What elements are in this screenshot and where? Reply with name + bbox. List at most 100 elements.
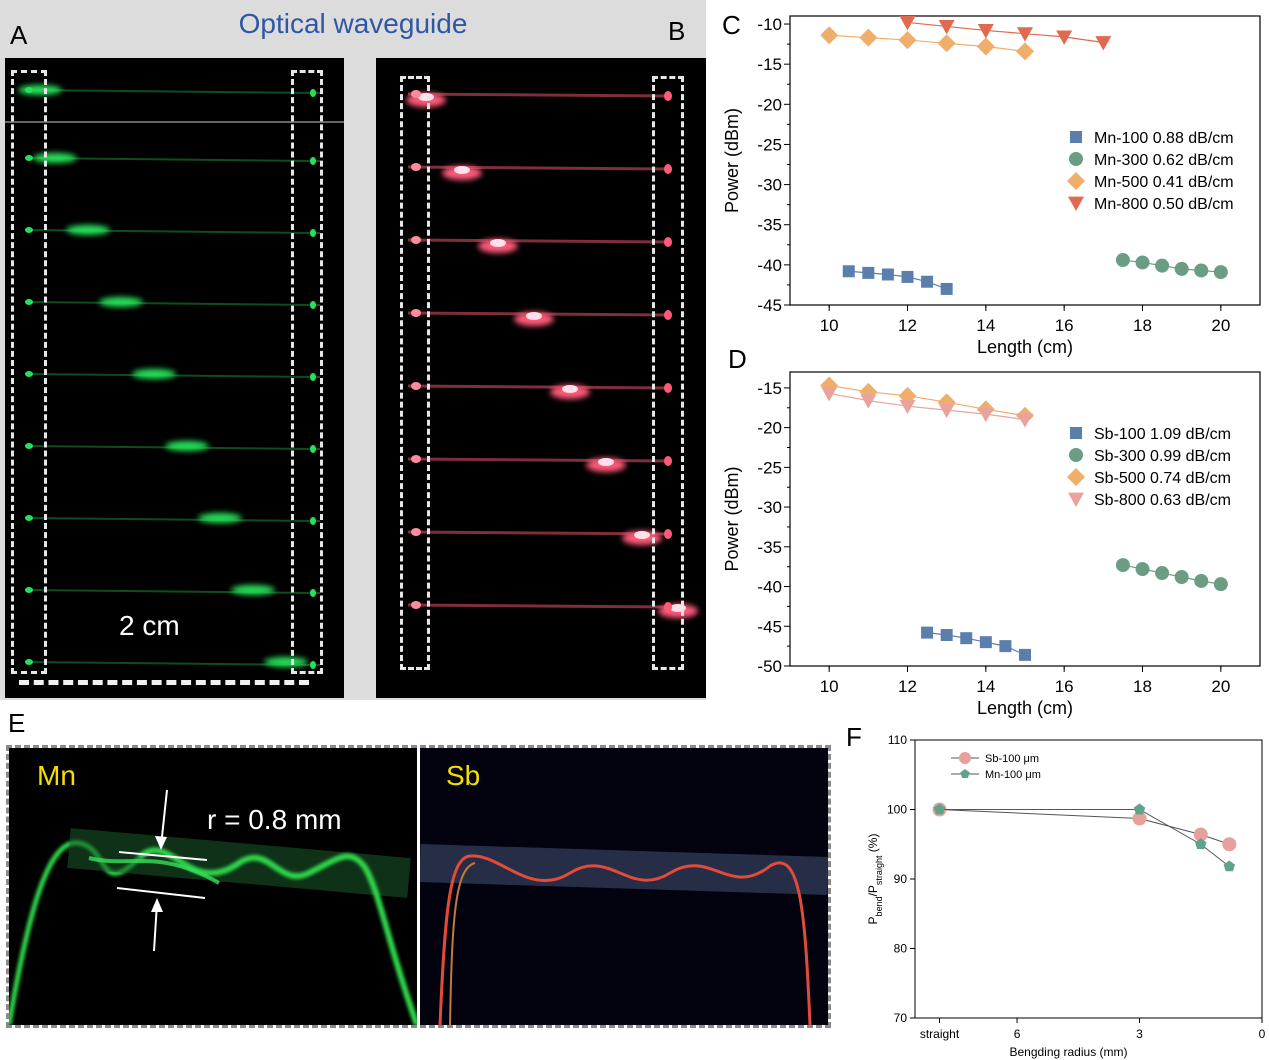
data-point <box>1213 265 1228 280</box>
plot-frame <box>914 739 1263 1019</box>
y-tick-label: -40 <box>757 256 782 275</box>
chart-f: 70 80 90 100 110 straight 6 3 0 Bengding radius (… <box>866 733 1266 1059</box>
x-tick-label: 18 <box>1133 677 1152 696</box>
legend-marker <box>1067 172 1085 190</box>
x-tick-label: 20 <box>1211 677 1230 696</box>
data-point <box>1194 573 1209 588</box>
panel-label-e: E <box>8 708 26 738</box>
data-point <box>1019 648 1031 661</box>
y-axis-label-part: bend <box>874 896 884 916</box>
legend-marker <box>1068 196 1084 211</box>
dashed-box-left-b <box>400 76 430 670</box>
data-point <box>960 632 973 645</box>
data-point <box>1115 558 1130 573</box>
y-tick-label: -20 <box>757 95 782 114</box>
data-point <box>1213 577 1228 592</box>
x-tick-label: 12 <box>898 677 917 696</box>
photo-b-glow <box>406 90 698 618</box>
photo-b <box>376 58 706 698</box>
scale-bar <box>19 680 309 685</box>
data-point <box>1056 30 1073 45</box>
data-point <box>1132 811 1147 826</box>
y-tick-label: -20 <box>757 419 782 438</box>
y-tick-label: -45 <box>757 617 782 636</box>
y-tick-label: -10 <box>757 15 782 34</box>
data-point <box>1174 570 1189 585</box>
legend-marker <box>1069 152 1083 166</box>
legend-marker <box>1069 448 1083 462</box>
data-point <box>938 403 955 419</box>
legend-entry: Sb-100 μm <box>985 753 1039 765</box>
series-1 <box>1115 253 1228 280</box>
y-tick-label: 80 <box>894 942 908 956</box>
data-point <box>1155 258 1170 273</box>
legend-marker <box>959 752 971 764</box>
y-tick-label: -15 <box>757 379 782 398</box>
photo-a: 2 cm <box>5 58 344 698</box>
scale-bar-label: 2 cm <box>119 610 180 641</box>
data-point <box>977 24 994 39</box>
x-tick-label: 14 <box>976 677 995 696</box>
x-tick-label: 18 <box>1133 316 1152 335</box>
data-point <box>1174 261 1189 276</box>
data-point <box>859 28 878 47</box>
series-3 <box>899 16 1112 51</box>
y-tick-label: 90 <box>894 872 908 886</box>
label-mn: Mn <box>37 760 76 791</box>
y-axis-label-part: straight <box>874 855 884 885</box>
data-point <box>937 34 956 53</box>
panel-label-c: C <box>722 10 741 40</box>
dashed-box-left-a <box>11 70 47 674</box>
data-point <box>977 407 994 423</box>
legend-marker <box>1070 427 1082 439</box>
data-point <box>860 394 877 409</box>
y-tick-label: -25 <box>757 135 782 154</box>
y-tick-label: 110 <box>888 733 907 747</box>
data-point <box>979 636 992 649</box>
x-tick-label: 3 <box>1136 1027 1143 1041</box>
series-1 <box>933 803 1235 872</box>
photo-e-mn-drawing <box>6 789 420 1027</box>
plot-frame <box>789 371 1261 667</box>
data-point <box>1193 827 1208 842</box>
series-3 <box>821 387 1033 428</box>
x-tick-label: 10 <box>820 677 839 696</box>
series-fit-line <box>829 392 1026 421</box>
x-tick-label: 10 <box>820 316 839 335</box>
x-tick-label: 16 <box>1055 316 1074 335</box>
x-tick-label: straight <box>920 1027 960 1041</box>
radius-label: r = 0.8 mm <box>207 804 342 835</box>
y-tick-label: -40 <box>757 578 782 597</box>
series-2 <box>820 26 1034 61</box>
panel-label-b: B <box>668 16 686 46</box>
photo-e-sb: Sb <box>419 748 829 1026</box>
series-0 <box>842 265 953 295</box>
series-line <box>939 809 1230 867</box>
legend-entry: Sb-100 1.09 dB/cm <box>1094 426 1231 443</box>
photo-e-sb-drawing <box>419 844 829 1026</box>
x-axis-label: Length (cm) <box>977 337 1073 357</box>
y-tick-label: -15 <box>757 55 782 74</box>
series-0 <box>921 626 1031 661</box>
y-tick-label: -25 <box>757 458 782 477</box>
data-point <box>821 387 838 402</box>
chart-c: 10 12 14 16 18 20 -10 -15 -20 -25 -30 -35 -40 -45 Leng… <box>722 15 1261 357</box>
data-point <box>1194 263 1209 278</box>
legend-entry: Sb-500 0.74 dB/cm <box>1094 470 1231 487</box>
x-axis-label: Bengding radius (mm) <box>1009 1045 1127 1059</box>
data-point <box>938 20 955 35</box>
plot-frame <box>789 15 1261 306</box>
data-point <box>940 282 953 295</box>
data-point <box>1222 837 1237 852</box>
data-point <box>933 803 946 815</box>
series-1 <box>1115 558 1228 592</box>
series-line <box>939 809 1230 845</box>
data-point <box>1195 838 1207 850</box>
x-axis-label: Length (cm) <box>977 698 1073 718</box>
data-point <box>1155 566 1170 581</box>
chart-d: 10 12 14 16 18 20 -15 -20 -25 -30 -35 -40 -45 -50 Leng… <box>722 371 1261 718</box>
data-point <box>1017 27 1033 42</box>
data-point <box>862 266 875 279</box>
y-tick-label: -50 <box>757 657 782 676</box>
data-point <box>940 629 953 642</box>
